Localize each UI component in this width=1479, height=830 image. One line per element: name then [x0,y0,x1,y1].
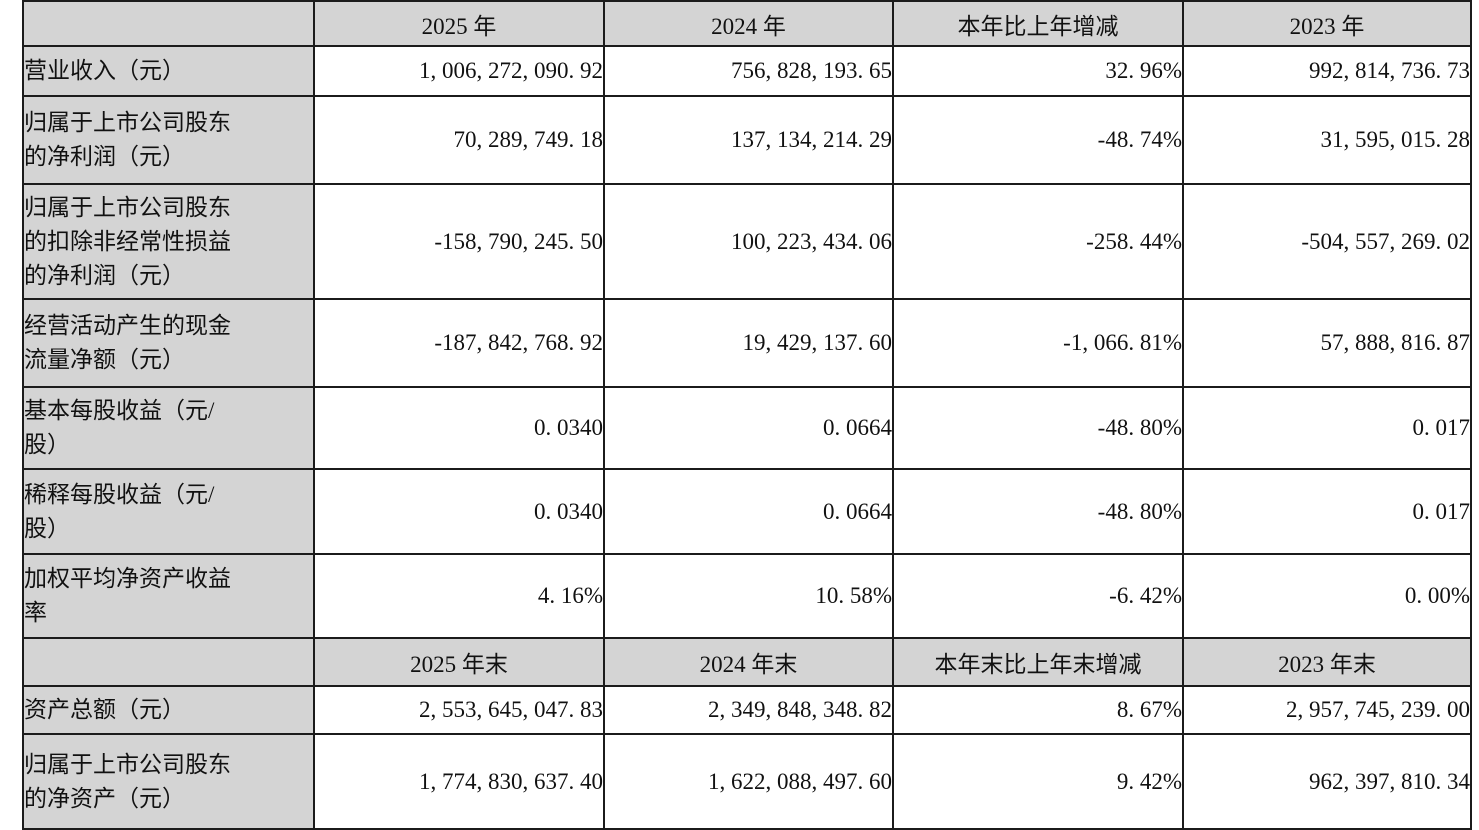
value-yoy-change: -1, 066. 81% [892,298,1184,388]
value-2025: 0. 0340 [313,386,605,470]
row-label: 资产总额（元） [22,685,315,735]
value-2023: 57, 888, 816. 87 [1182,298,1472,388]
col-header-2025: 2025 年 [313,0,605,47]
row-label: 归属于上市公司股东 的净资产（元） [22,733,315,830]
row-label: 营业收入（元） [22,45,315,97]
value-yoy-change: -6. 42% [892,553,1184,639]
value-2025: 70, 289, 749. 18 [313,95,605,185]
value-2024: 0. 0664 [603,468,894,555]
value-yoy-change: -48. 74% [892,95,1184,185]
row-label: 稀释每股收益（元/ 股） [22,468,315,555]
value-2025-end: 1, 774, 830, 637. 40 [313,733,605,830]
value-2024: 10. 58% [603,553,894,639]
col-header-2023: 2023 年 [1182,0,1472,47]
value-yoy-change: -48. 80% [892,386,1184,470]
col-header-2023-end: 2023 年末 [1182,637,1472,687]
col-header-2024-end: 2024 年末 [603,637,894,687]
corner-blank-cell [22,637,315,687]
value-2025: -158, 790, 245. 50 [313,183,605,300]
value-2023: 0. 017 [1182,468,1472,555]
value-yearend-change: 9. 42% [892,733,1184,830]
table-row-diluted-eps: 稀释每股收益（元/ 股） 0. 0340 0. 0664 -48. 80% 0.… [22,468,1472,555]
value-yoy-change: -48. 80% [892,468,1184,555]
corner-blank-cell [22,0,315,47]
value-2025: -187, 842, 768. 92 [313,298,605,388]
table-row-net-profit-attributable: 归属于上市公司股东 的净利润（元） 70, 289, 749. 18 137, … [22,95,1472,185]
table-row-operating-revenue: 营业收入（元） 1, 006, 272, 090. 92 756, 828, 1… [22,45,1472,97]
value-2023-end: 2, 957, 745, 239. 00 [1182,685,1472,735]
value-2025: 4. 16% [313,553,605,639]
value-2025-end: 2, 553, 645, 047. 83 [313,685,605,735]
value-2024: 0. 0664 [603,386,894,470]
period-header-row: 2025 年 2024 年 本年比上年增减 2023 年 [22,0,1472,47]
value-2024-end: 1, 622, 088, 497. 60 [603,733,894,830]
value-yoy-change: 32. 96% [892,45,1184,97]
value-2024: 137, 134, 214. 29 [603,95,894,185]
value-2023: 0. 00% [1182,553,1472,639]
col-header-2025-end: 2025 年末 [313,637,605,687]
snapshot-header-row: 2025 年末 2024 年末 本年末比上年末增减 2023 年末 [22,637,1472,687]
col-header-2024: 2024 年 [603,0,894,47]
table-row-weighted-avg-roe: 加权平均净资产收益 率 4. 16% 10. 58% -6. 42% 0. 00… [22,553,1472,639]
table-row-total-assets: 资产总额（元） 2, 553, 645, 047. 83 2, 349, 848… [22,685,1472,735]
value-2024: 19, 429, 137. 60 [603,298,894,388]
table-row-net-assets-attributable: 归属于上市公司股东 的净资产（元） 1, 774, 830, 637. 40 1… [22,733,1472,830]
value-2023: -504, 557, 269. 02 [1182,183,1472,300]
table-row-basic-eps: 基本每股收益（元/ 股） 0. 0340 0. 0664 -48. 80% 0.… [22,386,1472,470]
table-row-operating-cash-flow: 经营活动产生的现金 流量净额（元） -187, 842, 768. 92 19,… [22,298,1472,388]
col-header-yoy-change: 本年比上年增减 [892,0,1184,47]
financial-summary-table: 2025 年 2024 年 本年比上年增减 2023 年 营业收入（元） 1, … [22,0,1472,830]
value-2025: 1, 006, 272, 090. 92 [313,45,605,97]
col-header-yearend-change: 本年末比上年末增减 [892,637,1184,687]
value-2023: 31, 595, 015. 28 [1182,95,1472,185]
row-label: 经营活动产生的现金 流量净额（元） [22,298,315,388]
value-2023: 992, 814, 736. 73 [1182,45,1472,97]
value-2024-end: 2, 349, 848, 348. 82 [603,685,894,735]
row-label: 加权平均净资产收益 率 [22,553,315,639]
value-2023-end: 962, 397, 810. 34 [1182,733,1472,830]
row-label: 归属于上市公司股东 的扣除非经常性损益 的净利润（元） [22,183,315,300]
value-yoy-change: -258. 44% [892,183,1184,300]
value-yearend-change: 8. 67% [892,685,1184,735]
row-label: 归属于上市公司股东 的净利润（元） [22,95,315,185]
value-2024: 100, 223, 434. 06 [603,183,894,300]
value-2023: 0. 017 [1182,386,1472,470]
value-2024: 756, 828, 193. 65 [603,45,894,97]
row-label: 基本每股收益（元/ 股） [22,386,315,470]
table-row-net-profit-excl-nonrecurring: 归属于上市公司股东 的扣除非经常性损益 的净利润（元） -158, 790, 2… [22,183,1472,300]
value-2025: 0. 0340 [313,468,605,555]
